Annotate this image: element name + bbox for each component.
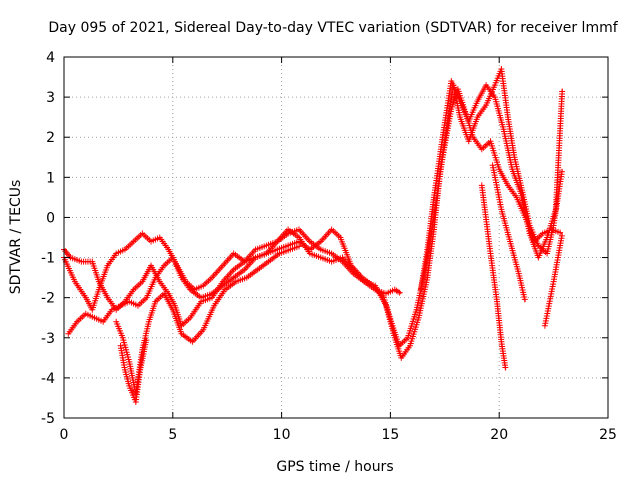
y-tick-label: 3 xyxy=(46,90,55,106)
y-tick-label: 2 xyxy=(46,130,55,146)
data-point xyxy=(296,243,303,250)
x-tick-label: 25 xyxy=(599,427,617,443)
x-tick-label: 5 xyxy=(168,427,177,443)
y-tick-label: -4 xyxy=(41,371,55,387)
y-tick-label: -5 xyxy=(41,411,55,427)
series-track-7 xyxy=(489,162,528,303)
x-axis-label: GPS time / hours xyxy=(276,459,393,475)
series-track-8 xyxy=(541,232,565,329)
series-track-9 xyxy=(117,337,150,405)
data-point xyxy=(396,289,403,296)
y-tick-label: -1 xyxy=(41,251,55,267)
data-point xyxy=(558,232,565,239)
series-layer xyxy=(61,66,566,405)
axes: 0 5 10 15 20 25 -5 -4 -3 -2 -1 0 1 2 3 4 xyxy=(41,50,617,443)
plot-frame xyxy=(63,56,609,419)
data-point xyxy=(521,296,528,303)
data-point xyxy=(557,229,564,236)
y-tick-label: 0 xyxy=(46,210,55,226)
y-tick-label: -3 xyxy=(41,331,55,347)
y-axis-label: SDTVAR / TECUs xyxy=(8,180,24,295)
data-point xyxy=(559,88,566,95)
x-tick-label: 0 xyxy=(60,427,69,443)
y-tick-label: 4 xyxy=(46,50,55,66)
series-track-3 xyxy=(65,226,403,337)
series-track-4 xyxy=(113,243,303,397)
x-tick-label: 10 xyxy=(273,427,291,443)
y-tick-label: -2 xyxy=(41,291,55,307)
data-point xyxy=(558,168,565,175)
x-tick-label: 15 xyxy=(381,427,399,443)
series-track-2 xyxy=(61,66,565,361)
data-point xyxy=(502,364,509,371)
chart-title: Day 095 of 2021, Sidereal Day-to-day VTE… xyxy=(48,20,618,36)
data-point xyxy=(143,337,150,344)
series-track-6 xyxy=(478,182,509,371)
series-track-5 xyxy=(417,78,566,293)
x-tick-label: 20 xyxy=(490,427,508,443)
series-line xyxy=(63,66,563,360)
y-tick-label: 1 xyxy=(46,170,55,186)
